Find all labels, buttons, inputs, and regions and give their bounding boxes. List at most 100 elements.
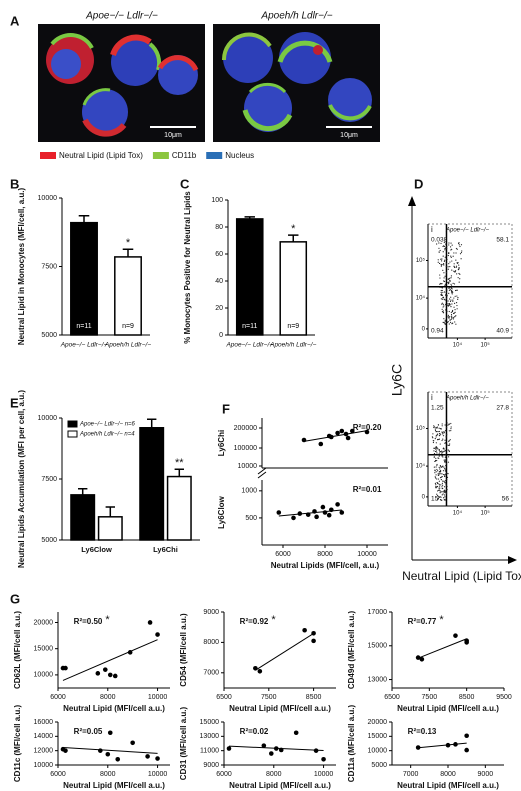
- event-dot: [459, 278, 461, 280]
- event-dot: [435, 460, 437, 462]
- event-dot: [450, 306, 452, 308]
- event-dot: [443, 430, 445, 433]
- event-dot: [450, 242, 452, 244]
- event-dot: [450, 256, 452, 259]
- event-dot: [445, 460, 447, 462]
- event-dot: [441, 452, 443, 454]
- y-axis-label: Neutral Lipids Accumulation (MFI per cel…: [17, 390, 26, 568]
- x-tick-label: 8000: [317, 551, 333, 558]
- event-dot: [459, 273, 461, 275]
- event-dot: [443, 432, 445, 434]
- event-dot: [446, 472, 448, 474]
- error-bar: [174, 468, 184, 477]
- event-dot: [437, 438, 439, 441]
- event-dot: [439, 249, 441, 252]
- event-dot: [438, 453, 440, 455]
- event-dot: [447, 281, 449, 284]
- x-tick-label: Ly6Chi: [153, 545, 178, 554]
- x-tick-label: 9500: [496, 694, 512, 701]
- x-tick-label: 8000: [100, 694, 116, 701]
- y-tick-label: 14000: [34, 733, 54, 740]
- event-dot: [441, 303, 443, 305]
- event-dot: [436, 426, 438, 428]
- event-dot: [441, 476, 443, 478]
- event-dot: [453, 265, 455, 267]
- event-dot: [443, 486, 446, 488]
- y-tick-label: 80: [215, 224, 223, 231]
- event-dot: [438, 438, 440, 441]
- point: [102, 667, 108, 672]
- event-dot: [440, 499, 442, 501]
- event-dot: [460, 251, 463, 254]
- event-dot: [449, 289, 451, 291]
- event-dot: [443, 272, 445, 274]
- event-dot: [442, 438, 444, 440]
- event-dot: [443, 480, 445, 482]
- event-dot: [440, 428, 442, 430]
- bar: [70, 221, 98, 336]
- event-dot: [453, 306, 455, 308]
- x-axis-label: Neutral Lipid (MFI/cell a.u.): [229, 704, 331, 713]
- event-dot: [446, 489, 448, 491]
- event-dot: [439, 433, 442, 435]
- event-dot: [436, 468, 438, 471]
- event-dot: [440, 465, 442, 468]
- significance: *: [271, 614, 276, 626]
- event-dot: [441, 258, 443, 260]
- x-tick-label: Ly6Clow: [81, 545, 112, 554]
- error-bar: [147, 418, 157, 428]
- event-dot: [444, 430, 447, 432]
- event-dot: [437, 474, 439, 476]
- y-tick-label: 15000: [34, 646, 54, 653]
- event-dot: [440, 260, 443, 262]
- event-dot: [437, 430, 439, 433]
- gate-label: i: [431, 393, 433, 402]
- x-axis-label: Neutral Lipid (MFI/cell a.u.): [397, 704, 499, 713]
- event-dot: [456, 308, 458, 310]
- x-tick-label: 10⁵: [481, 342, 491, 349]
- event-dot: [435, 446, 437, 449]
- event-dot: [441, 450, 443, 452]
- y-tick-label: 13000: [368, 676, 388, 683]
- event-dot: [435, 486, 437, 489]
- event-dot: [449, 321, 452, 323]
- event-dot: [435, 448, 437, 450]
- point: [322, 510, 328, 515]
- event-dot: [445, 436, 448, 438]
- event-dot: [444, 299, 446, 301]
- event-dot: [433, 453, 436, 455]
- y-tick-label: 20000: [368, 719, 388, 726]
- event-dot: [445, 464, 447, 467]
- x-tick-label: 8000: [440, 771, 456, 778]
- event-dot: [438, 480, 440, 482]
- event-dot: [446, 289, 448, 291]
- bar: [70, 494, 96, 541]
- event-dot: [438, 483, 440, 485]
- event-dot: [445, 292, 447, 294]
- y-tick-label: 15000: [368, 643, 388, 650]
- event-dot: [436, 490, 439, 492]
- trend-line: [228, 745, 324, 752]
- event-dot: [434, 428, 436, 430]
- event-dot: [444, 473, 447, 475]
- event-dot: [444, 275, 446, 277]
- event-dot: [446, 485, 448, 488]
- event-dot: [441, 451, 443, 453]
- point: [155, 756, 160, 761]
- event-dot: [435, 477, 437, 479]
- event-dot: [444, 474, 446, 476]
- event-dot: [436, 430, 438, 433]
- event-dot: [450, 428, 452, 430]
- x-tick-label: 8000: [266, 771, 282, 778]
- event-dot: [450, 255, 452, 257]
- y-tick-label: 15000: [368, 733, 388, 740]
- event-dot: [443, 291, 446, 293]
- y-tick-label: 10000: [238, 463, 258, 470]
- x-tick-label: 7500: [422, 694, 438, 701]
- y-tick-label: 1000: [241, 488, 257, 495]
- event-dot: [454, 289, 457, 292]
- event-dot: [444, 256, 446, 258]
- event-dot: [447, 461, 450, 463]
- n-label: n=11: [242, 323, 257, 330]
- event-dot: [460, 258, 462, 260]
